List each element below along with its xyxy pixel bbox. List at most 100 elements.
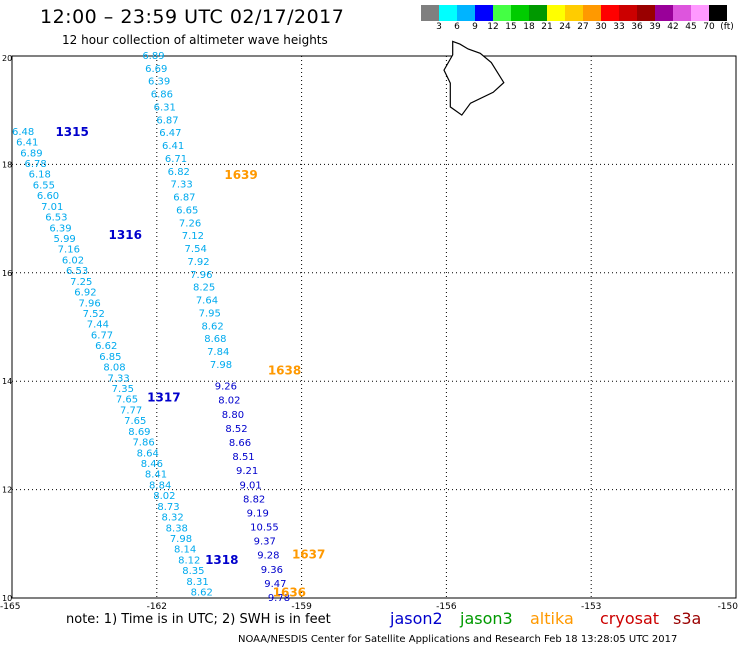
color-swatch: [421, 5, 439, 21]
wave-height-value: 6.78: [24, 159, 46, 170]
wave-height-value: 7.98: [210, 360, 232, 371]
wave-height-value: 6.85: [99, 352, 121, 363]
footnote: note: 1) Time is in UTC; 2) SWH is in fe…: [66, 612, 331, 627]
lat-tick-label: 20: [2, 54, 12, 63]
wave-height-value: 6.48: [12, 127, 34, 138]
wave-height-value: 8.38: [166, 523, 188, 534]
wave-height-value: 9.28: [257, 551, 279, 562]
wave-height-value: 7.86: [132, 438, 154, 449]
color-scale-label: 27: [577, 22, 589, 32]
wave-height-value: 5.99: [54, 234, 76, 245]
wave-height-value: 7.95: [199, 308, 221, 319]
wave-height-value: 6.39: [49, 223, 71, 234]
color-swatch: [475, 5, 493, 21]
wave-height-value: 7.96: [190, 270, 212, 281]
wave-height-value: 8.69: [128, 427, 150, 438]
color-scale-label: 70: [703, 22, 715, 32]
color-swatch: [601, 5, 619, 21]
pass-id-label: 1636: [273, 586, 306, 600]
lon-tick-label: -165: [0, 602, 20, 612]
color-scale-label: 18: [523, 22, 535, 32]
color-scale-label: 9: [472, 22, 478, 32]
island-outline: [443, 40, 505, 116]
wave-height-value: 7.65: [116, 395, 138, 406]
wave-height-value: 7.26: [179, 218, 201, 229]
wave-height-value: 7.64: [196, 296, 218, 307]
wave-height-value: 9.21: [236, 466, 258, 477]
wave-height-value: 7.54: [185, 244, 207, 255]
wave-height-value: 8.41: [145, 470, 167, 481]
wave-height-value: 8.64: [137, 448, 159, 459]
wave-height-value: 8.82: [243, 494, 265, 505]
wave-height-value: 7.77: [120, 405, 142, 416]
wave-height-value: 7.33: [170, 180, 192, 191]
wave-height-value: 6.86: [151, 90, 173, 101]
lat-tick-label: 10: [2, 594, 12, 603]
wave-height-value: 8.08: [103, 363, 125, 374]
color-scale-label: 45: [685, 22, 697, 32]
wave-height-value: 6.41: [162, 141, 184, 152]
wave-height-value: 7.12: [182, 231, 204, 242]
wave-height-value: 6.65: [176, 205, 198, 216]
color-scale-label: 12: [487, 22, 499, 32]
pass-id-label: 1318: [205, 553, 238, 567]
legend-altika: altika: [530, 609, 574, 628]
wave-height-value: 6.69: [145, 64, 167, 75]
wave-height-value: 7.65: [124, 416, 146, 427]
wave-height-value: 6.47: [159, 128, 181, 139]
wave-height-value: 8.46: [141, 459, 163, 470]
wave-height-value: 6.89: [142, 51, 164, 62]
color-swatch: [637, 5, 655, 21]
color-swatch: [691, 5, 709, 21]
wave-height-value: 9.26: [215, 382, 237, 393]
color-swatch: [493, 5, 511, 21]
wave-height-value: 7.84: [207, 347, 229, 358]
wave-height-value: 8.12: [178, 555, 200, 566]
lat-tick-label: 18: [2, 160, 12, 169]
wave-height-value: 6.53: [66, 266, 88, 277]
color-swatch: [709, 5, 727, 21]
wave-height-value: 9.01: [239, 480, 261, 491]
wave-height-value: 8.68: [204, 334, 226, 345]
pass-id-label: 1638: [268, 363, 301, 377]
wave-height-value: 8.32: [162, 513, 184, 524]
pass-id-label: 1317: [147, 390, 180, 404]
wave-height-value: 7.52: [83, 309, 105, 320]
lat-tick-label: 12: [2, 486, 12, 495]
wave-height-value: 8.62: [201, 321, 223, 332]
wave-height-value: 6.02: [62, 255, 84, 266]
lat-tick-label: 16: [2, 269, 12, 278]
color-scale-label: 33: [613, 22, 625, 32]
wave-height-value: 8.80: [222, 410, 244, 421]
wave-height-value: 6.41: [16, 138, 38, 149]
wave-height-value: 6.60: [37, 191, 59, 202]
wave-height-value: 8.02: [218, 396, 240, 407]
wave-height-value: 8.02: [153, 491, 175, 502]
map-title: 12:00 – 23:59 UTC 02/17/2017: [40, 6, 345, 28]
color-swatch: [655, 5, 673, 21]
color-scale-label: 30: [595, 22, 607, 32]
color-scale-label: (ft): [720, 22, 734, 32]
wave-height-value: 7.16: [58, 245, 80, 256]
wave-height-value: 7.25: [70, 277, 92, 288]
color-scale-label: 21: [541, 22, 553, 32]
wave-height-value: 7.35: [112, 384, 134, 395]
wave-height-value: 7.44: [87, 320, 109, 331]
wave-height-value: 6.55: [33, 180, 55, 191]
color-scale-label: 6: [454, 22, 460, 32]
lon-tick-label: -150: [718, 602, 739, 612]
lon-tick-label: -159: [291, 602, 312, 612]
wave-height-value: 8.25: [193, 283, 215, 294]
color-swatch: [439, 5, 457, 21]
wave-height-value: 8.84: [149, 480, 171, 491]
color-swatch: [457, 5, 475, 21]
wave-height-value: 6.39: [148, 77, 170, 88]
color-scale-bar: [421, 5, 727, 21]
wave-height-value: 6.71: [165, 154, 187, 165]
color-scale-label: 39: [649, 22, 661, 32]
wave-height-value: 7.98: [170, 534, 192, 545]
wave-height-value: 9.37: [254, 537, 276, 548]
wave-height-value: 7.92: [187, 257, 209, 268]
pass-id-label: 1315: [55, 125, 88, 139]
wave-height-value: 6.82: [168, 167, 190, 178]
